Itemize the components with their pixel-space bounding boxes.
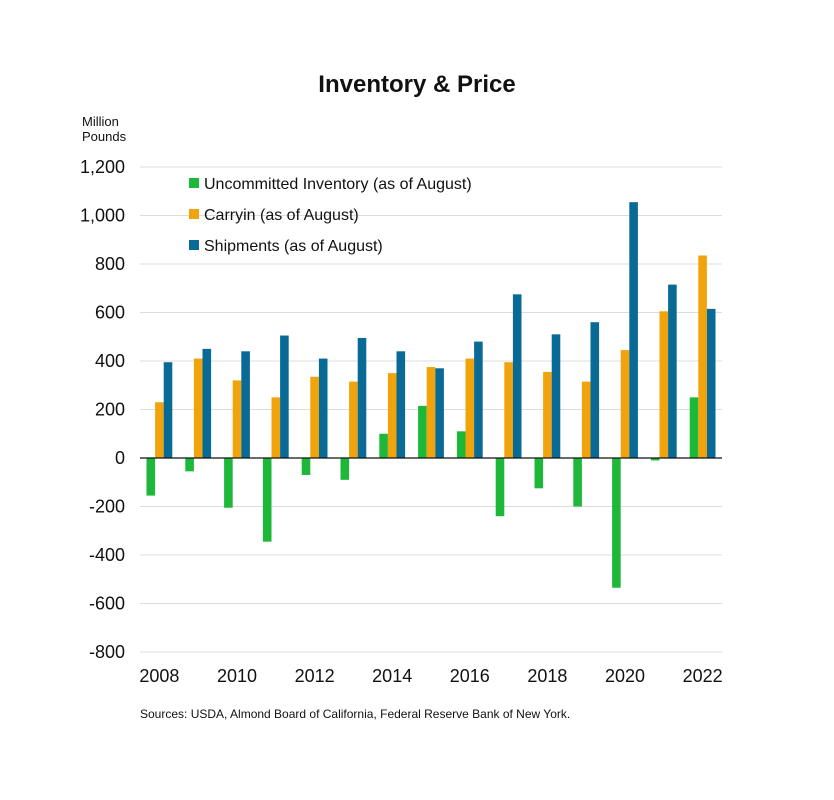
y-axis-ticks: 1,200 1,000 800 600 400 200 0 -200 -400 -600 -800 <box>80 157 125 662</box>
y-tick-label: -600 <box>89 594 125 614</box>
bar-2012-series-1 <box>301 458 311 475</box>
bar-2010-series-2 <box>232 380 242 458</box>
bar-2012-series-2 <box>310 376 319 458</box>
bar-2021-series-3 <box>668 284 677 458</box>
bar-2008-series-1 <box>146 458 156 496</box>
x-tick-label: 2016 <box>450 666 490 686</box>
bar-2015-series-3 <box>435 368 444 458</box>
bar-2019-series-1 <box>573 458 582 507</box>
legend-label: Carryin (as of August) <box>204 207 359 224</box>
bar-2014-series-1 <box>379 433 388 458</box>
legend-swatch <box>189 209 199 219</box>
bar-2016-series-1 <box>456 431 466 458</box>
legend-swatch <box>189 240 199 250</box>
y-axis-unit-line-2: Pounds <box>82 129 127 144</box>
bars <box>146 202 716 588</box>
bar-2022-series-3 <box>706 308 716 458</box>
source-note: Sources: USDA, Almond Board of Californi… <box>140 707 570 721</box>
bar-2018-series-2 <box>543 371 552 458</box>
bar-2011-series-1 <box>262 458 272 542</box>
bar-2018-series-3 <box>551 334 561 458</box>
bar-2021-series-2 <box>659 311 669 458</box>
bar-2008-series-2 <box>155 402 164 458</box>
bar-2013-series-3 <box>357 337 367 458</box>
bar-2011-series-2 <box>271 397 281 458</box>
bar-2014-series-3 <box>396 351 406 458</box>
bar-2012-series-3 <box>318 358 328 458</box>
bar-2021-series-1 <box>650 458 660 461</box>
bar-2009-series-2 <box>193 358 203 458</box>
x-tick-label: 2022 <box>683 666 723 686</box>
x-tick-label: 2018 <box>527 666 567 686</box>
y-tick-label: 1,200 <box>80 157 125 177</box>
bar-2017-series-3 <box>512 294 522 458</box>
y-tick-label: 600 <box>95 303 125 323</box>
x-tick-label: 2010 <box>217 666 257 686</box>
bar-2008-series-3 <box>163 362 173 458</box>
bar-2014-series-2 <box>387 373 397 458</box>
bar-2010-series-3 <box>241 351 250 458</box>
bar-2010-series-1 <box>224 458 233 508</box>
bar-2022-series-1 <box>689 397 699 458</box>
bar-2015-series-2 <box>426 367 436 458</box>
legend: Uncommitted Inventory (as of August) Carr… <box>189 176 472 255</box>
y-tick-label: -200 <box>89 497 125 517</box>
y-tick-label: 800 <box>95 254 125 274</box>
x-tick-label: 2020 <box>605 666 645 686</box>
y-tick-label: -400 <box>89 545 125 565</box>
bar-2011-series-3 <box>280 335 289 458</box>
bar-2017-series-1 <box>495 458 505 517</box>
x-tick-label: 2014 <box>372 666 412 686</box>
bar-2020-series-3 <box>629 202 638 458</box>
bar-2022-series-2 <box>698 255 707 458</box>
x-tick-label: 2008 <box>139 666 179 686</box>
y-axis-unit-line-1: Million <box>82 114 119 129</box>
bar-2016-series-2 <box>465 358 475 458</box>
bar-2013-series-2 <box>349 381 358 458</box>
legend-swatch <box>189 178 199 188</box>
y-tick-label: 400 <box>95 351 125 371</box>
bar-2016-series-3 <box>474 341 483 458</box>
bar-2017-series-2 <box>504 362 513 458</box>
x-tick-label: 2012 <box>295 666 335 686</box>
y-tick-label: 0 <box>115 448 125 468</box>
bar-2009-series-3 <box>202 348 212 458</box>
y-tick-label: 200 <box>95 400 125 420</box>
x-axis-ticks: 2008 2010 2012 2014 2016 2018 2020 2022 <box>139 666 722 686</box>
y-tick-label: 1,000 <box>80 206 125 226</box>
legend-label: Uncommitted Inventory (as of August) <box>204 176 472 193</box>
bar-2018-series-1 <box>534 458 544 489</box>
y-tick-label: -800 <box>89 642 125 662</box>
bar-2019-series-2 <box>581 381 591 458</box>
bar-2020-series-2 <box>620 350 630 458</box>
bar-2009-series-1 <box>185 458 194 472</box>
bar-2019-series-3 <box>590 322 600 458</box>
bar-2015-series-1 <box>418 405 427 458</box>
chart-title: Inventory & Price <box>318 71 515 98</box>
bar-2020-series-1 <box>612 458 621 588</box>
bar-2013-series-1 <box>340 458 350 480</box>
legend-label: Shipments (as of August) <box>204 238 383 255</box>
